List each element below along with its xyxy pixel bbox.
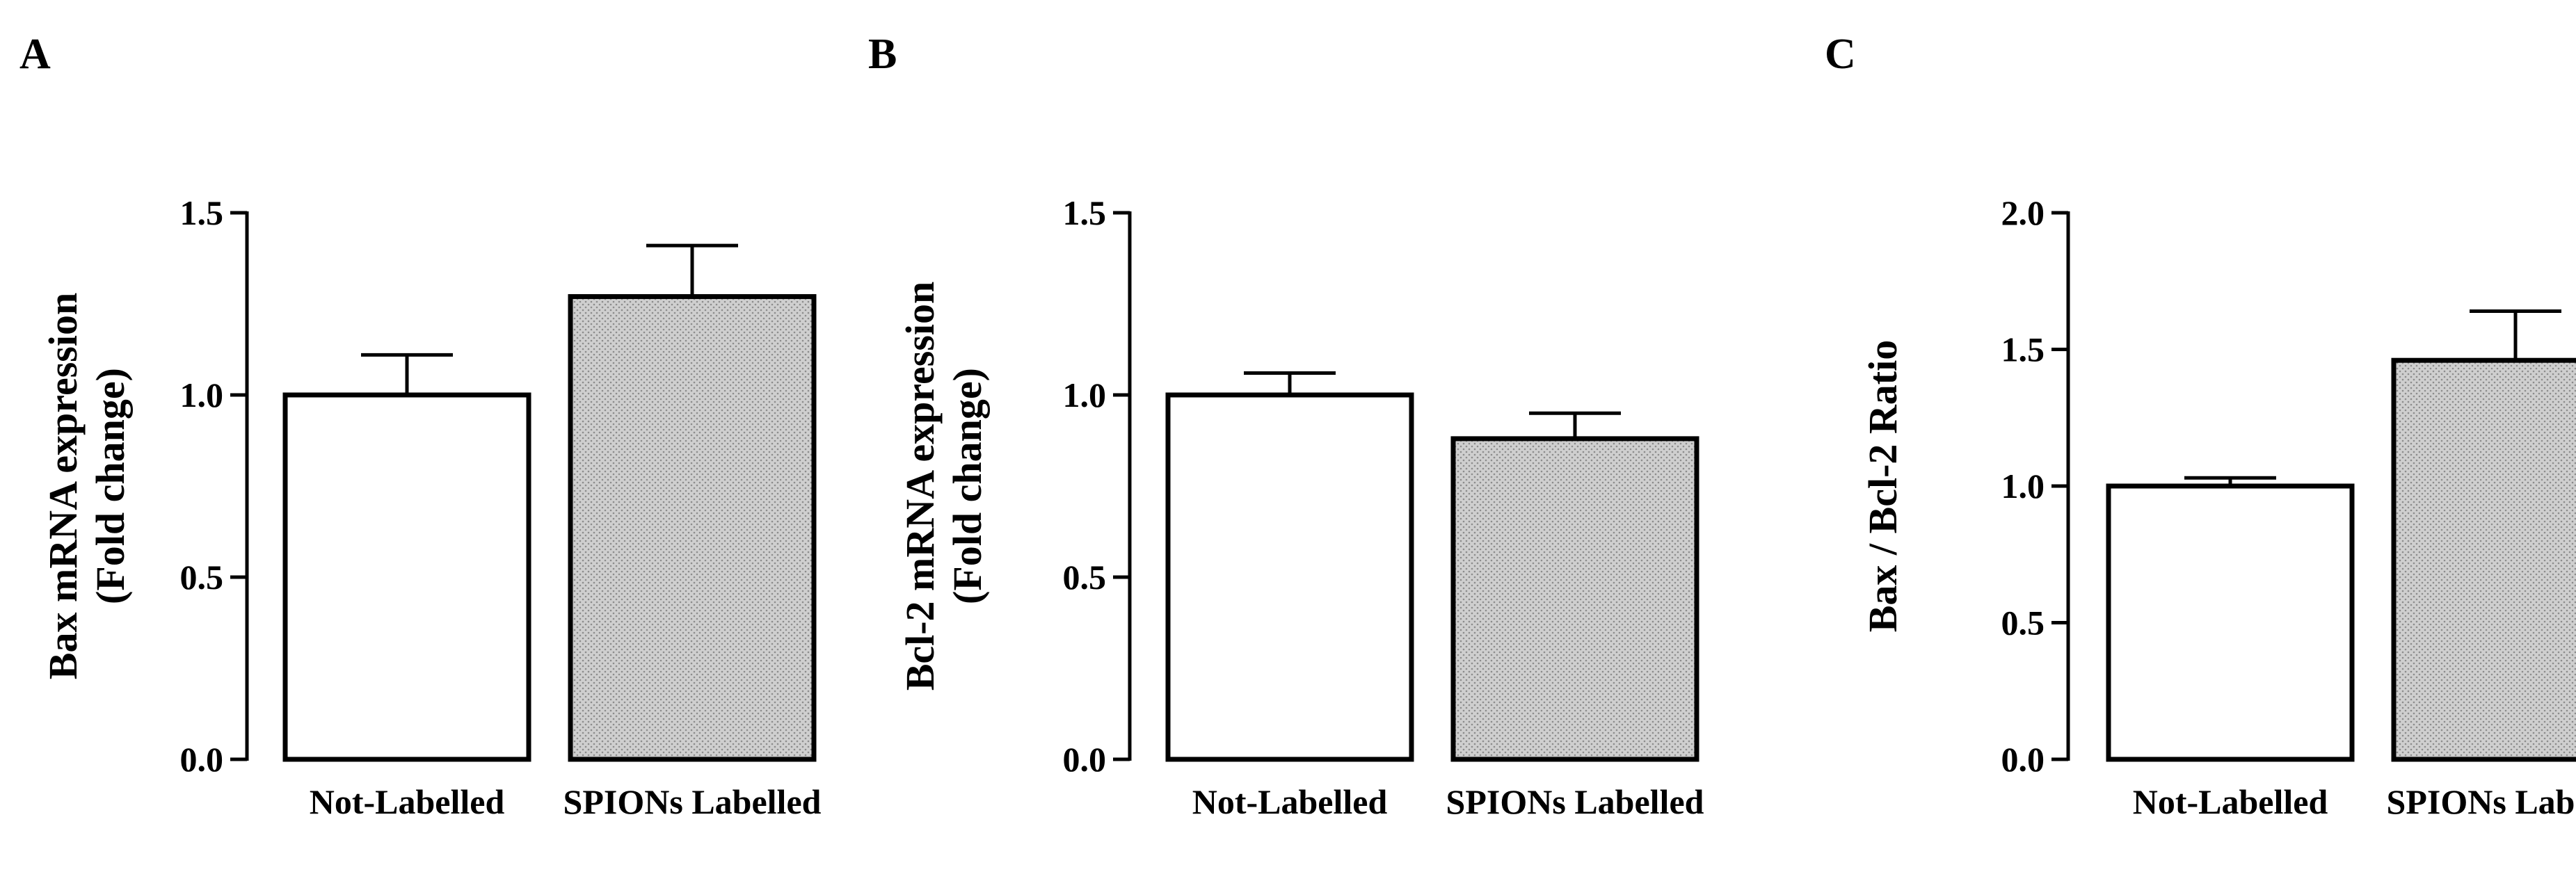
category-label-c-2: SPIONs Labelled [2387,782,2576,821]
y-tick-label-b: 0.5 [1063,558,1107,597]
y-tick-label-b: 0.0 [1063,740,1107,779]
bar-a-2 [568,294,817,762]
y-axis-title-b: Bcl-2 mRNA expression [897,282,943,691]
chart-b-svg: B 0.0 0.5 1.0 1.5 Bcl-2 mRNA expression (Fold … [868,31,1704,821]
y-axis-title-a: Bax mRNA expression [40,293,86,679]
bar-b-2 [1450,436,1699,762]
category-label-c-1: Not-Labelled [2133,782,2328,821]
y-tick-label-a: 1.5 [180,193,224,232]
y-tick-label-c: 0.5 [2001,604,2045,642]
bar-c-2 [2391,357,2576,762]
y-tick-label-b: 1.0 [1063,375,1107,414]
chart-panel-b: B 0.0 0.5 1.0 1.5 Bcl-2 mRNA expression (Fold … [858,0,1717,881]
category-label-b-1: Not-Labelled [1192,782,1388,821]
y-axis-title-c: Bax / Bcl-2 Ratio [1860,340,1905,632]
y-tick-label-a: 0.0 [180,740,224,779]
y-tick-label-c: 2.0 [2001,193,2045,232]
y-tick-label-b: 1.5 [1063,193,1107,232]
panel-letter-a: A [19,31,51,78]
bar-a-1 [282,392,531,762]
y-tick-label-c: 0.0 [2001,740,2045,779]
chart-a-svg: A 0.0 0.5 1.0 1.5 Bax mRNA expression (Fold ch… [19,31,822,821]
y-tick-label-c: 1.0 [2001,467,2045,506]
panel-letter-b: B [868,31,897,78]
category-label-a-1: Not-Labelled [310,782,505,821]
bar-b-1 [1165,392,1414,762]
y-axis-subtitle-b: (Fold change) [945,368,990,604]
y-tick-label-c: 1.5 [2001,330,2045,369]
chart-c-svg: C 0.0 0.5 1.0 1.5 2.0 Bax / Bcl-2 Ratio Not-Lab… [1825,31,2576,821]
bar-c-1 [2106,483,2355,762]
y-tick-label-a: 0.5 [180,558,224,597]
category-label-a-2: SPIONs Labelled [563,782,822,821]
chart-panel-c: C 0.0 0.5 1.0 1.5 2.0 Bax / Bcl-2 Ratio Not-Lab… [1717,0,2576,881]
y-tick-label-a: 1.0 [180,375,224,414]
y-axis-subtitle-a: (Fold change) [88,368,133,604]
category-label-b-2: SPIONs Labelled [1446,782,1704,821]
panel-letter-c: C [1825,31,1856,78]
chart-panel-a: A 0.0 0.5 1.0 1.5 Bax mRNA expression (Fold ch… [0,0,858,881]
